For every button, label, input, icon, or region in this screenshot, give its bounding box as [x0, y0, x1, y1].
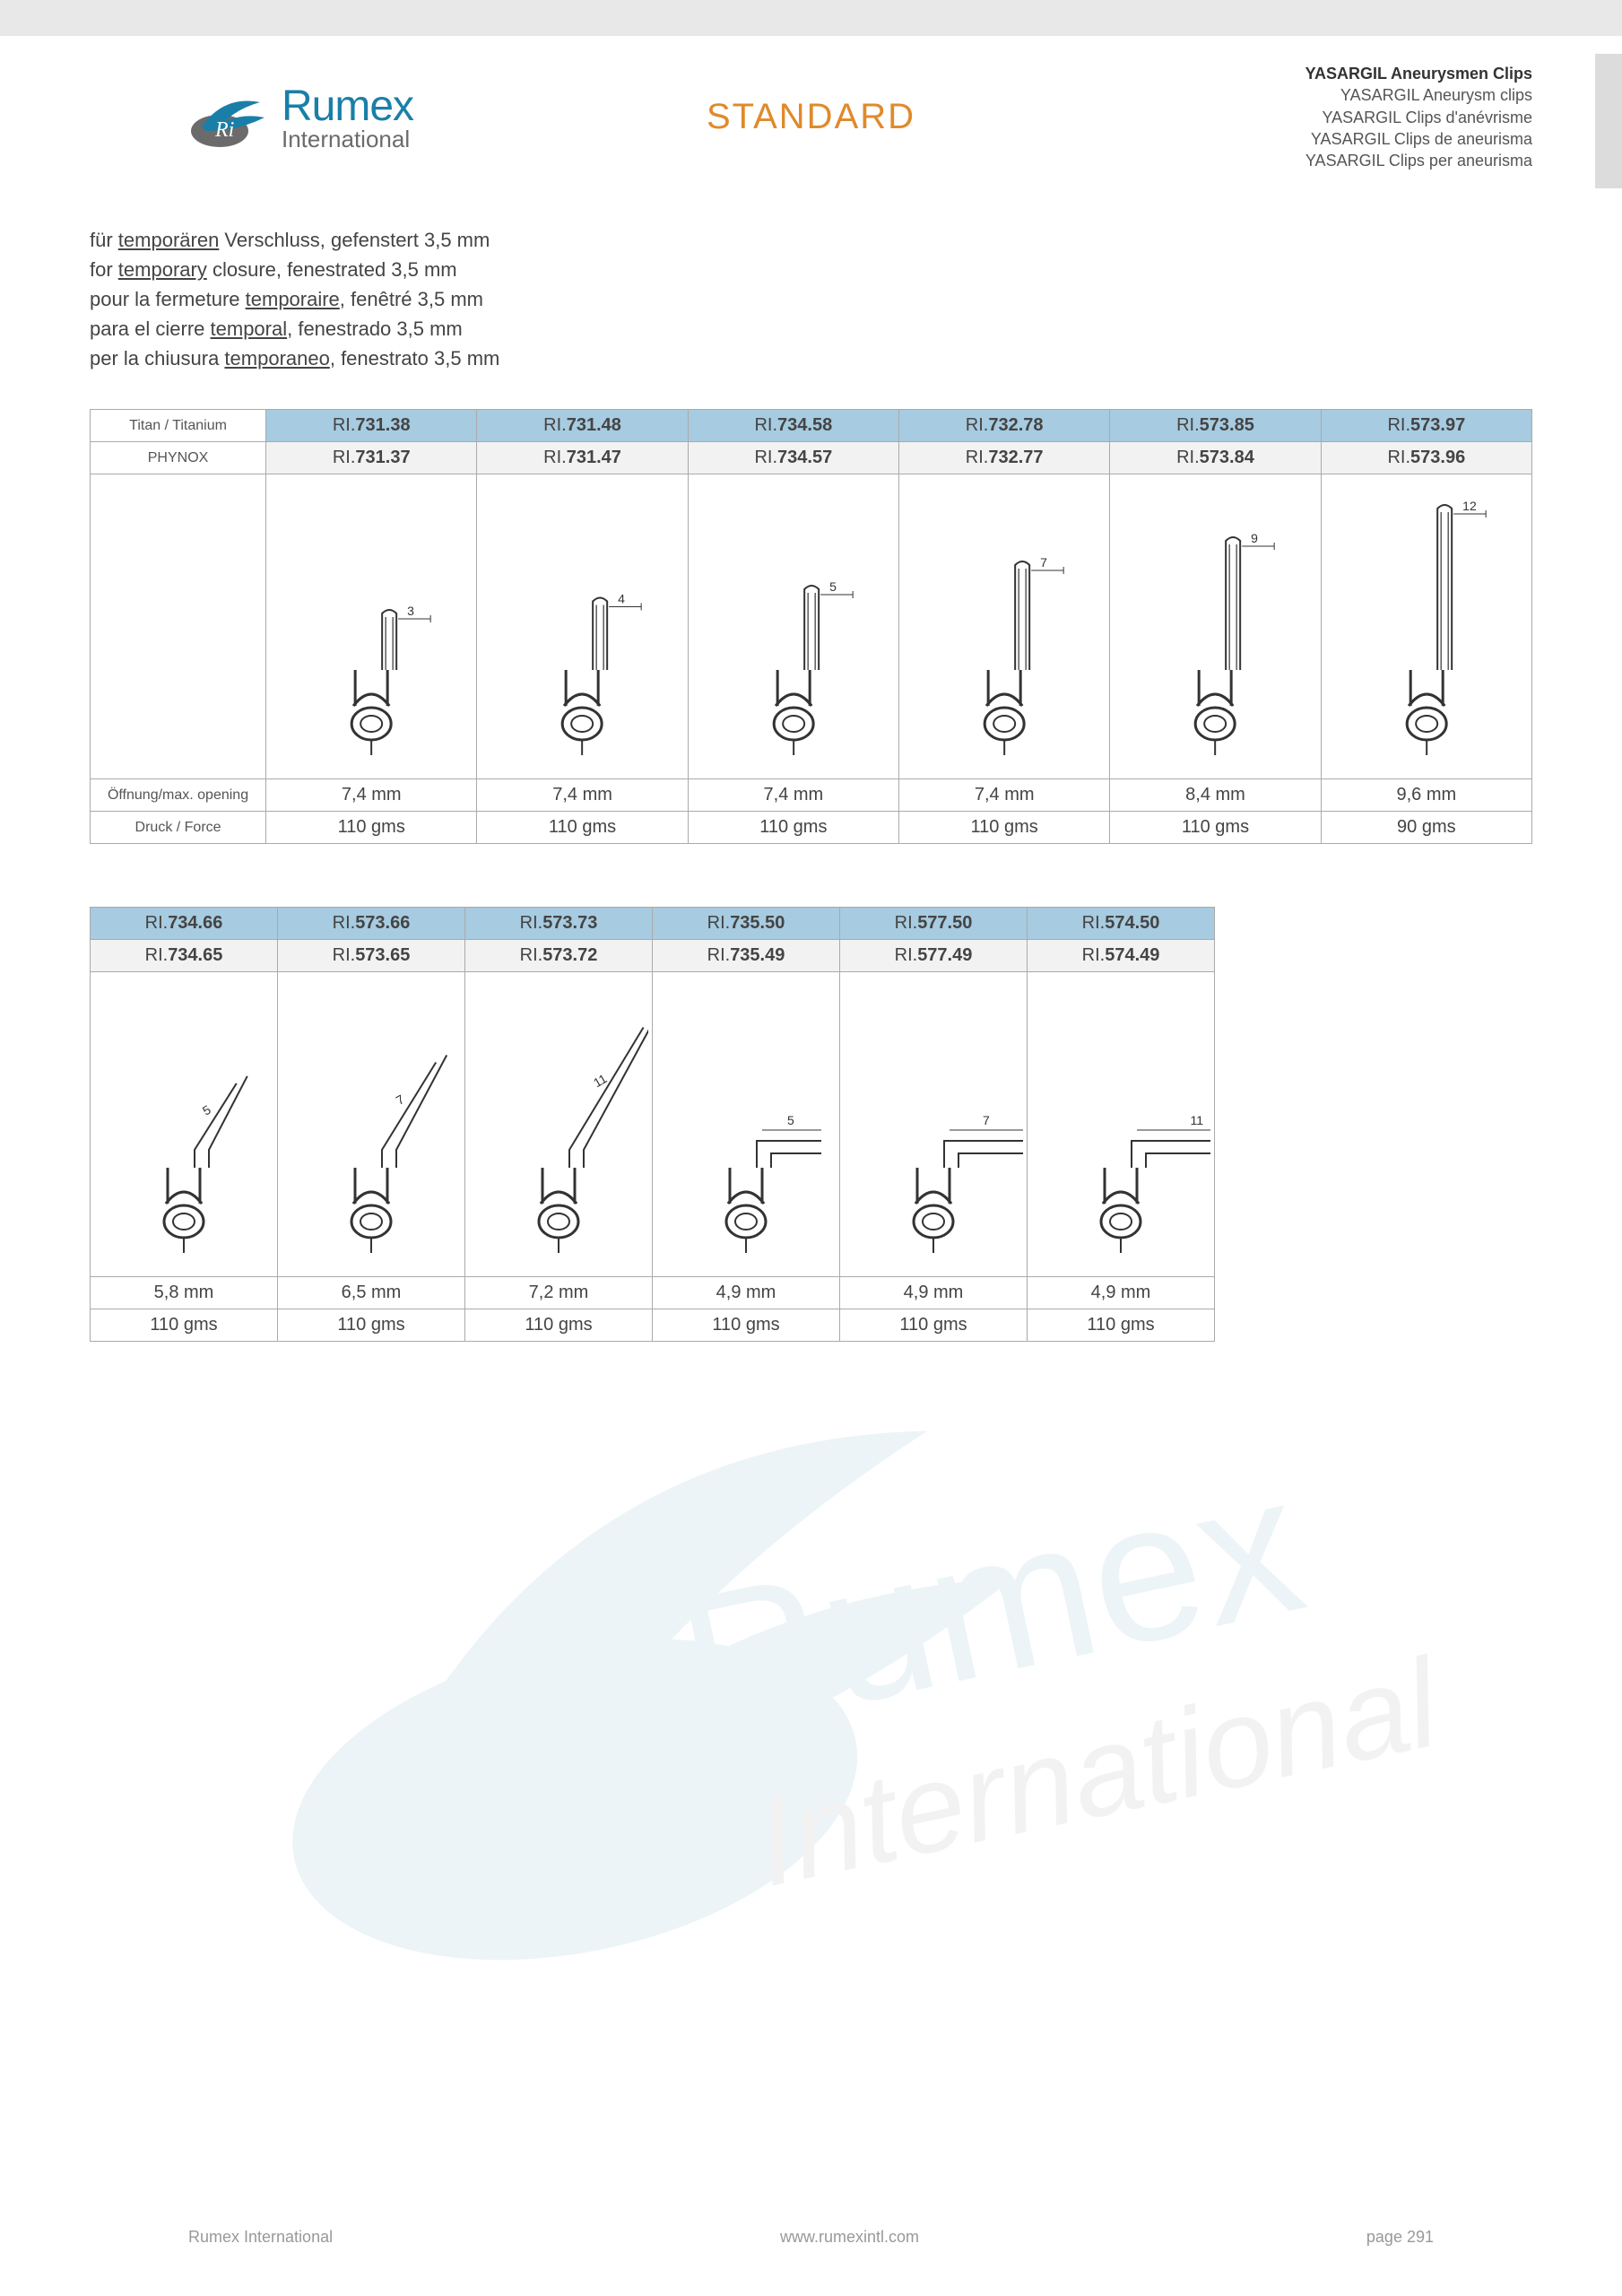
code-titan: RI.731.38: [266, 410, 477, 442]
code-titan: RI.573.97: [1321, 410, 1531, 442]
svg-text:5: 5: [829, 579, 837, 594]
code-phynox: RI.573.96: [1321, 442, 1531, 474]
svg-text:International: International: [744, 1631, 1453, 1913]
clip-diagram: 9: [1110, 474, 1321, 779]
spec-force: 110 gms: [91, 1309, 278, 1342]
page-category: STANDARD: [707, 97, 915, 137]
product-table-2: RI.734.66RI.573.66RI.573.73RI.735.50RI.5…: [90, 907, 1215, 1342]
spec-opening: 7,4 mm: [688, 779, 898, 812]
footer-left: Rumex International: [188, 2228, 333, 2247]
page-footer: Rumex International www.rumexintl.com pa…: [0, 2228, 1622, 2247]
clip-diagram: 7: [278, 972, 465, 1277]
clip-diagram: 3: [266, 474, 477, 779]
code-titan: RI.734.58: [688, 410, 898, 442]
svg-text:4: 4: [619, 592, 626, 606]
svg-text:5: 5: [200, 1102, 213, 1118]
code-titan: RI.735.50: [653, 908, 840, 940]
header-title-main: YASARGIL Aneurysmen Clips: [1305, 63, 1532, 84]
spec-force: 110 gms: [840, 1309, 1028, 1342]
footer-right: page 291: [1366, 2228, 1434, 2247]
code-phynox: RI.731.37: [266, 442, 477, 474]
spec-force: 110 gms: [1110, 812, 1321, 844]
clip-diagram: 4: [477, 474, 688, 779]
code-titan: RI.734.66: [91, 908, 278, 940]
code-phynox: RI.573.65: [278, 940, 465, 972]
row-label-opening: Öffnung/max. opening: [91, 779, 266, 812]
code-phynox: RI.573.84: [1110, 442, 1321, 474]
header-title-line: YASARGIL Clips per aneurisma: [1305, 150, 1532, 171]
header-title-line: YASARGIL Clips de aneurisma: [1305, 128, 1532, 150]
spec-opening: 6,5 mm: [278, 1277, 465, 1309]
clip-diagram: 5: [653, 972, 840, 1277]
code-phynox: RI.734.65: [91, 940, 278, 972]
code-titan: RI.574.50: [1028, 908, 1215, 940]
svg-text:12: 12: [1462, 499, 1477, 513]
spec-force: 110 gms: [465, 1309, 653, 1342]
svg-text:3: 3: [407, 604, 414, 618]
svg-text:5: 5: [787, 1113, 794, 1127]
spec-opening: 7,4 mm: [477, 779, 688, 812]
rumex-logo-icon: Ri: [188, 86, 269, 149]
spec-opening: 4,9 mm: [653, 1277, 840, 1309]
spec-opening: 4,9 mm: [840, 1277, 1028, 1309]
spec-opening: 9,6 mm: [1321, 779, 1531, 812]
spec-force: 110 gms: [653, 1309, 840, 1342]
row-label-titan: Titan / Titanium: [91, 410, 266, 442]
code-phynox: RI.731.47: [477, 442, 688, 474]
svg-text:9: 9: [1251, 531, 1258, 545]
clip-diagram: 11: [1028, 972, 1215, 1277]
code-titan: RI.731.48: [477, 410, 688, 442]
code-phynox: RI.732.77: [899, 442, 1110, 474]
code-titan: RI.573.73: [465, 908, 653, 940]
clip-diagram: 5: [688, 474, 898, 779]
row-label-phynox: PHYNOX: [91, 442, 266, 474]
code-phynox: RI.735.49: [653, 940, 840, 972]
code-phynox: RI.574.49: [1028, 940, 1215, 972]
logo: Ri Rumex International: [188, 82, 413, 153]
clip-diagram: 12: [1321, 474, 1531, 779]
footer-mid: www.rumexintl.com: [780, 2228, 919, 2247]
svg-text:Ri: Ri: [214, 118, 234, 142]
svg-text:7: 7: [394, 1092, 407, 1109]
spec-opening: 7,4 mm: [899, 779, 1110, 812]
product-table-1: Titan / TitaniumRI.731.38RI.731.48RI.734…: [90, 409, 1532, 844]
code-phynox: RI.577.49: [840, 940, 1028, 972]
page-header: Ri Rumex International STANDARD YASARGIL…: [0, 36, 1622, 198]
code-titan: RI.573.66: [278, 908, 465, 940]
svg-text:7: 7: [1040, 555, 1047, 570]
spec-force: 110 gms: [266, 812, 477, 844]
clip-diagram: 11: [465, 972, 653, 1277]
spec-opening: 7,4 mm: [266, 779, 477, 812]
code-phynox: RI.573.72: [465, 940, 653, 972]
header-title-line: YASARGIL Clips d'anévrisme: [1305, 107, 1532, 128]
svg-text:11: 11: [1191, 1113, 1204, 1127]
description: für temporären Verschluss, gefenstert 3,…: [90, 225, 1532, 373]
row-label-force: Druck / Force: [91, 812, 266, 844]
logo-sub: International: [282, 126, 413, 153]
spec-force: 110 gms: [1028, 1309, 1215, 1342]
header-title-line: YASARGIL Aneurysm clips: [1305, 84, 1532, 106]
spec-opening: 5,8 mm: [91, 1277, 278, 1309]
code-phynox: RI.734.57: [688, 442, 898, 474]
svg-text:7: 7: [983, 1113, 990, 1127]
spec-opening: 8,4 mm: [1110, 779, 1321, 812]
logo-brand: Rumex: [282, 82, 413, 131]
clip-diagram: 7: [840, 972, 1028, 1277]
spec-opening: 4,9 mm: [1028, 1277, 1215, 1309]
spec-force: 110 gms: [899, 812, 1110, 844]
spec-opening: 7,2 mm: [465, 1277, 653, 1309]
code-titan: RI.573.85: [1110, 410, 1321, 442]
spec-force: 110 gms: [688, 812, 898, 844]
code-titan: RI.732.78: [899, 410, 1110, 442]
clip-diagram: 5: [91, 972, 278, 1277]
clip-diagram: 7: [899, 474, 1110, 779]
code-titan: RI.577.50: [840, 908, 1028, 940]
header-titles: YASARGIL Aneurysmen Clips YASARGIL Aneur…: [1305, 63, 1532, 171]
spec-force: 110 gms: [477, 812, 688, 844]
top-bar: [0, 0, 1622, 36]
svg-text:Rumex: Rumex: [662, 1431, 1319, 1778]
content: für temporären Verschluss, gefenstert 3,…: [0, 198, 1622, 1342]
spec-force: 90 gms: [1321, 812, 1531, 844]
spec-force: 110 gms: [278, 1309, 465, 1342]
